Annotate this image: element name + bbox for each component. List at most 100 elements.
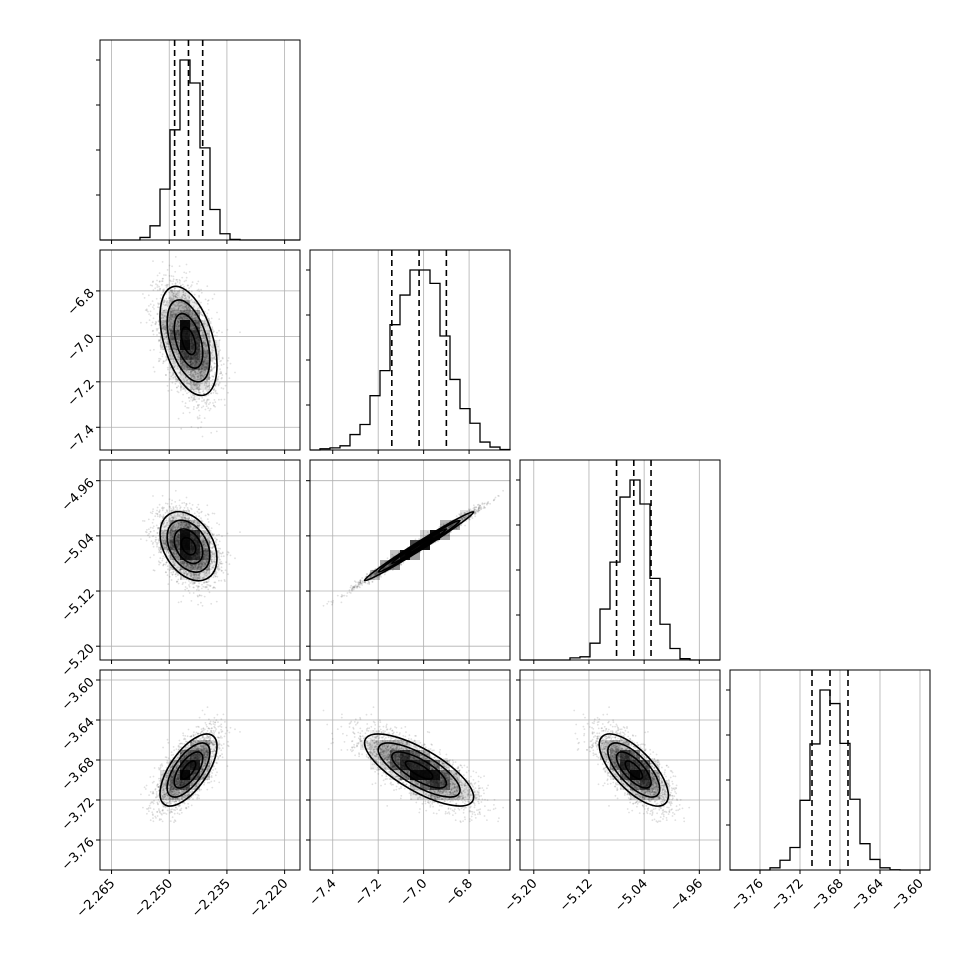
sample-point [201,333,204,336]
sample-point [168,297,171,300]
sample-point [188,382,191,385]
sample-point [216,377,219,379]
sample-point [205,382,207,384]
sample-point [222,571,225,574]
sample-point [170,307,173,310]
sample-point [188,592,191,594]
sample-point [200,594,203,597]
sample-point [182,412,185,415]
sample-point [187,361,190,364]
sample-point [203,348,206,351]
sample-point [187,370,190,373]
sample-point [173,290,176,293]
sample-point [181,276,184,279]
sample-point [212,344,215,347]
sample-point [178,344,181,347]
sample-point [211,378,214,381]
sample-point [165,331,168,334]
sample-point [211,351,214,354]
sample-point [196,375,199,378]
sample-point [171,291,174,294]
sample-point [214,537,217,539]
sample-point [171,342,174,344]
sample-point [162,360,165,362]
sample-point [206,385,209,388]
sample-point [191,311,194,314]
sample-point [179,360,182,362]
sample-point [151,543,154,545]
sample-point [204,370,207,373]
sample-point [194,370,196,373]
sample-point [207,355,210,358]
sample-point [177,300,180,303]
sample-point [205,357,208,359]
sample-point [164,336,167,339]
sample-point [212,404,215,407]
sample-point [180,600,183,603]
sample-point [170,316,173,318]
sample-point [204,350,207,353]
sample-point [211,348,213,351]
sample-point [176,303,179,306]
sample-point [175,308,178,311]
sample-point [178,321,181,323]
sample-point [199,324,202,326]
sample-point [175,380,177,383]
sample-point [189,373,191,376]
sample-point [209,370,211,373]
sample-point [170,297,173,300]
sample-point [202,585,205,588]
sample-point [214,405,217,408]
sample-point [207,361,210,363]
sample-point [152,525,155,528]
sample-point [164,571,167,574]
sample-point [211,349,214,352]
sample-point [216,538,218,541]
sample-point [156,289,159,292]
sample-point [166,285,169,288]
sample-point [190,298,193,301]
sample-point [218,523,221,526]
sample-point [169,321,172,323]
sample-point [189,310,192,313]
sample-point [173,288,176,291]
sample-point [158,359,161,362]
sample-point [172,345,175,348]
sample-point [219,372,221,375]
sample-point [185,364,188,367]
sample-point [156,506,159,509]
sample-point [208,377,211,379]
grid-layer [100,40,921,870]
sample-point [200,421,203,424]
sample-point [220,359,223,362]
sample-point [152,366,155,369]
sample-point [186,369,189,372]
sample-point [179,360,182,363]
sample-point [213,512,216,515]
sample-point [172,328,174,330]
sample-point [168,505,171,508]
sample-point [213,366,216,369]
sample-point [171,326,174,328]
sample-point [212,367,215,369]
sample-point [168,324,171,327]
sample-point [199,312,202,315]
sample-point [210,336,213,339]
sample-point [187,361,190,364]
sample-point [199,370,202,373]
sample-point [206,285,209,288]
sample-point [152,527,154,529]
sample-point [194,313,196,316]
sample-point [174,501,177,503]
sample-point [213,356,216,358]
sample-point [177,385,180,387]
sample-point [176,325,179,328]
sample-point [206,399,209,401]
sample-point [182,373,185,376]
sample-point [176,290,179,293]
sample-point [207,521,210,523]
sample-point [198,296,201,298]
sample-point [234,371,236,374]
sample-point [211,382,214,385]
sample-point [184,365,187,368]
